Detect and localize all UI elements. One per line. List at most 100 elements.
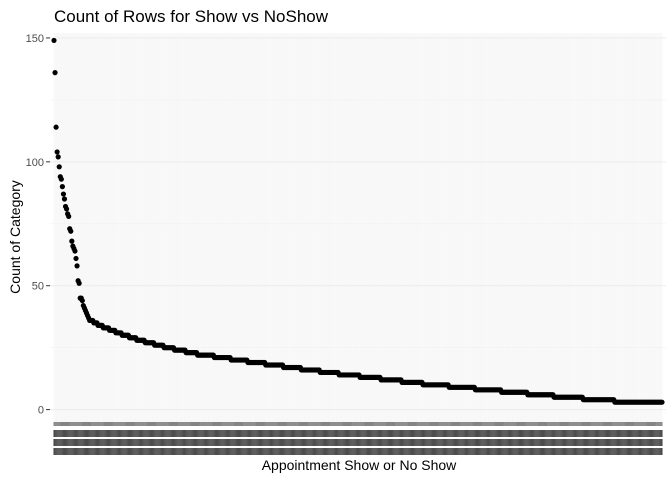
x-tick-label: [236, 448, 238, 455]
x-tick-label: [186, 439, 188, 446]
x-tick-label: [478, 430, 480, 437]
x-tick-label: [268, 430, 270, 437]
x-tick-label: [286, 448, 288, 455]
x-tick-label: [68, 430, 70, 437]
x-tick-label: [343, 448, 345, 455]
x-tick-label: [267, 439, 269, 446]
x-tick-label: [480, 448, 482, 455]
x-tick-label: [613, 448, 615, 455]
x-tick-label: [449, 430, 451, 437]
x-tick-label: [309, 448, 311, 455]
x-tick-label: [98, 439, 100, 446]
x-tick-label: [208, 448, 210, 455]
x-tick-label: [331, 448, 333, 455]
x-tick-label: [562, 448, 565, 455]
x-tick-label: [464, 439, 466, 446]
x-tick-label: [626, 448, 628, 455]
x-tick-label: [392, 430, 394, 437]
x-tick-label: [624, 448, 626, 455]
x-tick-label: [560, 430, 562, 437]
x-tick-label: [185, 430, 187, 437]
x-tick-label: [635, 439, 637, 446]
x-tick-label: [598, 430, 600, 437]
x-tick-label: [210, 430, 212, 437]
x-tick-label: [418, 448, 420, 455]
x-tick-label: [191, 430, 193, 437]
x-tick-label: [473, 448, 475, 455]
x-tick-label: [214, 439, 216, 446]
x-tick-label: [113, 439, 115, 446]
x-tick-label: [332, 430, 334, 437]
x-tick-label: [56, 430, 58, 437]
x-tick-label: [471, 448, 473, 455]
x-tick-label: [554, 448, 556, 455]
x-tick-label: [616, 448, 618, 455]
x-tick-label: [463, 430, 465, 437]
x-tick-label: [460, 448, 462, 455]
x-tick-label: [487, 430, 489, 437]
x-tick-label: [310, 430, 312, 437]
x-tick-label: [63, 439, 66, 446]
x-tick-label: [246, 448, 248, 455]
x-tick-label: [222, 430, 224, 437]
x-tick-label: [437, 430, 439, 437]
x-tick-label: [458, 448, 460, 455]
x-tick-label: [348, 448, 350, 455]
x-tick-label: [610, 439, 612, 446]
x-tick-label: [582, 430, 584, 437]
x-tick-label: [291, 439, 293, 446]
x-tick-label: [454, 430, 457, 437]
x-tick-label: [426, 439, 428, 446]
x-tick-label: [68, 439, 70, 446]
x-tick-label: [169, 430, 171, 437]
x-tick-label: [487, 439, 489, 446]
x-tick-label: [611, 439, 613, 446]
x-tick-label: [234, 430, 236, 437]
x-tick-label: [576, 439, 578, 446]
x-tick-label: [266, 430, 268, 437]
x-tick-label: [317, 439, 319, 446]
x-tick-label: [322, 448, 324, 455]
x-tick-label: [294, 448, 296, 455]
x-tick-label: [63, 430, 66, 437]
x-tick-label: [410, 448, 413, 455]
x-tick-label: [362, 448, 364, 455]
x-tick-label: [454, 439, 457, 446]
x-tick-label: [600, 439, 602, 446]
x-tick-label: [251, 439, 253, 446]
x-tick-label: [617, 448, 619, 455]
x-tick-label: [232, 439, 234, 446]
x-tick-label: [548, 430, 550, 437]
x-tick-label: [278, 439, 280, 446]
x-tick-label: [312, 430, 314, 437]
x-tick-label: [201, 430, 203, 437]
x-tick-label: [298, 439, 300, 446]
x-tick-label: [276, 430, 278, 437]
x-tick-label: [645, 430, 647, 437]
x-tick-label: [479, 430, 481, 437]
x-tick-label: [535, 439, 537, 446]
x-tick-label: [588, 430, 590, 437]
x-tick-label: [147, 448, 149, 455]
x-tick-label: [328, 448, 330, 455]
x-tick-label: [644, 430, 646, 437]
x-tick-label: [192, 448, 194, 455]
x-tick-label: [553, 430, 555, 437]
x-tick-label: [274, 439, 276, 446]
x-tick-label: [656, 448, 658, 455]
x-tick-label: [528, 448, 530, 455]
x-tick-label: [92, 448, 94, 455]
x-tick-label: [74, 448, 76, 455]
x-tick-label: [582, 439, 584, 446]
x-tick-label: [375, 439, 377, 446]
x-tick-label: [335, 439, 337, 446]
x-tick-label: [359, 439, 361, 446]
x-tick-label: [522, 439, 524, 446]
x-tick-label: [598, 448, 600, 455]
x-tick-label: [404, 430, 406, 437]
x-tick-label: [501, 448, 503, 455]
x-tick-label: [326, 439, 328, 446]
x-tick-label: [287, 430, 289, 437]
x-tick-label: [99, 448, 101, 455]
x-tick-label: [204, 430, 206, 437]
